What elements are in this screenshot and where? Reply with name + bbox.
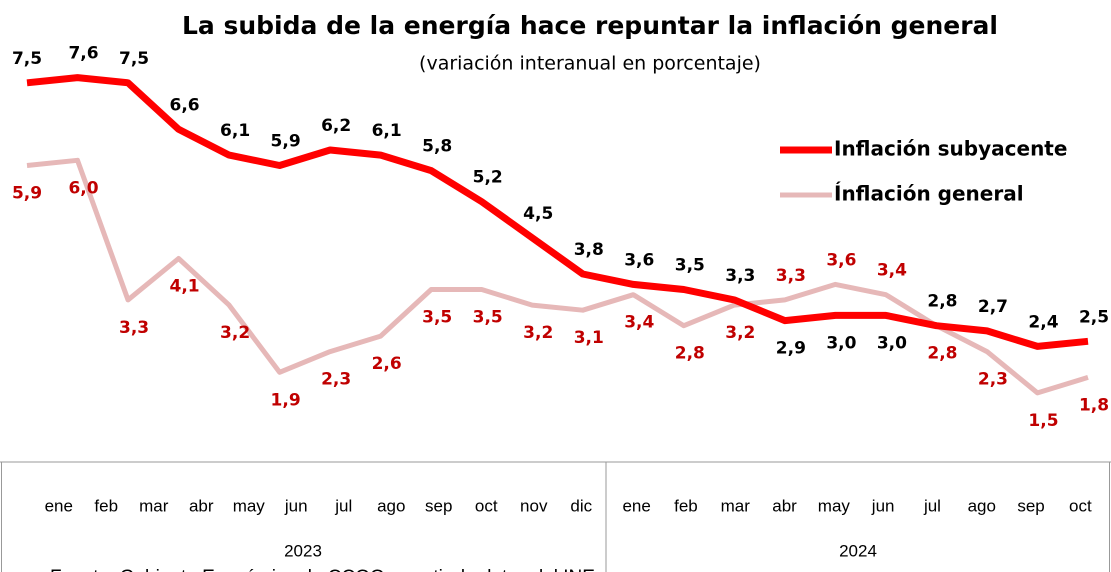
source: Fuente: Gabinete Económico de CCOO a par… bbox=[50, 567, 595, 572]
x-tick-label: abr bbox=[772, 496, 797, 515]
data-label: 7,6 bbox=[68, 44, 98, 64]
data-label: 6,6 bbox=[170, 95, 200, 115]
data-label: 3,5 bbox=[473, 308, 503, 328]
data-label: 2,8 bbox=[675, 344, 705, 364]
data-label: 3,3 bbox=[119, 318, 149, 338]
year-label: 2024 bbox=[839, 541, 877, 560]
data-label: 3,2 bbox=[220, 323, 250, 343]
x-tick-label: may bbox=[233, 496, 266, 515]
data-label: 3,2 bbox=[523, 323, 553, 343]
x-tick-label: may bbox=[818, 496, 851, 515]
data-label: 4,1 bbox=[170, 277, 200, 297]
data-label: 4,5 bbox=[523, 204, 553, 224]
data-label: 3,0 bbox=[877, 333, 907, 353]
data-label: 7,5 bbox=[119, 49, 149, 69]
data-label: 2,3 bbox=[321, 370, 351, 390]
data-label: 3,6 bbox=[624, 250, 654, 270]
data-label: 1,8 bbox=[1079, 395, 1109, 415]
data-label: 3,0 bbox=[826, 333, 856, 353]
x-tick-label: jun bbox=[871, 496, 895, 515]
legend-label: Ínflación general bbox=[834, 182, 1024, 206]
data-label: 3,4 bbox=[877, 261, 907, 281]
x-tick-label: sep bbox=[1017, 496, 1044, 515]
data-label: 7,5 bbox=[12, 49, 42, 69]
data-label: 2,8 bbox=[927, 292, 957, 312]
data-label: 3,2 bbox=[725, 323, 755, 343]
data-label: 5,9 bbox=[271, 131, 301, 151]
chart-title: La subida de la energía hace repuntar la… bbox=[182, 11, 998, 40]
data-label: 3,5 bbox=[675, 256, 705, 276]
legend-label: Inflación subyacente bbox=[834, 137, 1067, 161]
x-tick-label: jul bbox=[923, 496, 941, 515]
x-tick-label: feb bbox=[94, 496, 118, 515]
data-label: 5,9 bbox=[12, 183, 42, 203]
x-tick-label: jul bbox=[334, 496, 352, 515]
data-label: 2,3 bbox=[978, 370, 1008, 390]
x-tick-label: ene bbox=[45, 496, 73, 515]
x-tick-label: sep bbox=[425, 496, 452, 515]
x-tick-label: feb bbox=[674, 496, 698, 515]
data-label: 5,2 bbox=[473, 168, 503, 188]
data-label: 2,4 bbox=[1028, 312, 1058, 332]
data-label: 3,3 bbox=[725, 266, 755, 286]
category-table bbox=[0, 461, 1111, 572]
data-label: 2,9 bbox=[776, 339, 806, 359]
data-label: 3,1 bbox=[574, 328, 604, 348]
x-tick-label: ene bbox=[622, 496, 650, 515]
x-tick-label: dic bbox=[570, 496, 592, 515]
line-series bbox=[26, 74, 1089, 350]
data-label: 3,8 bbox=[574, 240, 604, 260]
x-tick-label: jun bbox=[284, 496, 308, 515]
x-tick-label: nov bbox=[520, 496, 548, 515]
data-label: 6,2 bbox=[321, 116, 351, 136]
data-label: 6,1 bbox=[220, 121, 250, 141]
data-label: 2,5 bbox=[1079, 307, 1109, 327]
year-label: 2023 bbox=[284, 541, 322, 560]
data-label: 3,4 bbox=[624, 313, 654, 333]
x-tick-label: ago bbox=[968, 496, 996, 515]
x-tick-label: mar bbox=[139, 496, 169, 515]
x-tick-label: ago bbox=[377, 496, 405, 515]
chart-subtitle: (variación interanual en porcentaje) bbox=[419, 53, 761, 75]
data-label: 3,3 bbox=[776, 266, 806, 286]
data-label: 2,7 bbox=[978, 297, 1008, 317]
data-label: 6,1 bbox=[372, 121, 402, 141]
line-series bbox=[26, 157, 1089, 396]
x-tick-label: oct bbox=[1069, 496, 1092, 515]
data-label: 3,5 bbox=[422, 308, 452, 328]
data-label: 5,8 bbox=[422, 137, 452, 157]
data-label: 1,5 bbox=[1028, 411, 1058, 431]
data-label: 6,0 bbox=[68, 178, 98, 198]
data-label: 3,6 bbox=[826, 250, 856, 270]
data-label: 2,6 bbox=[372, 354, 402, 374]
data-label: 2,8 bbox=[927, 344, 957, 364]
x-tick-label: abr bbox=[189, 496, 214, 515]
x-tick-label: mar bbox=[721, 496, 751, 515]
x-tick-label: oct bbox=[475, 496, 498, 515]
data-label: 1,9 bbox=[271, 390, 301, 410]
